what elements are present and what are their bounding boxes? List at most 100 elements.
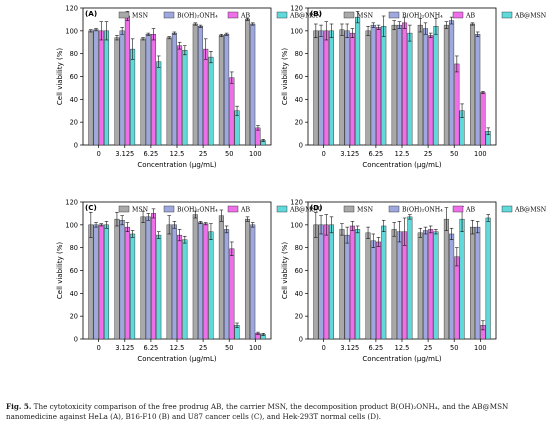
y-tick-label: 60 — [70, 73, 78, 81]
x-tick-label: 12.5 — [395, 150, 410, 158]
bar — [150, 213, 157, 340]
bar — [475, 226, 481, 340]
x-tick-label: 100 — [474, 150, 487, 158]
bar — [375, 241, 382, 340]
y-tick-label: 80 — [295, 244, 303, 252]
bar — [182, 239, 188, 340]
bar — [119, 30, 125, 146]
y-tick-label: 40 — [70, 290, 78, 298]
legend-label: MSN — [132, 13, 149, 20]
legend-swatch — [501, 11, 513, 19]
x-tick-label: 50 — [225, 150, 233, 158]
bar — [103, 30, 110, 146]
x-tick-label: 50 — [225, 344, 233, 352]
bar — [381, 26, 387, 146]
plot-frame — [307, 7, 497, 146]
caption-text: The cytotoxicity comparison of the free … — [6, 402, 509, 421]
legend-swatch — [452, 11, 464, 19]
bar — [370, 240, 376, 340]
bar — [422, 230, 429, 340]
legend-swatch — [163, 205, 175, 213]
bar — [98, 224, 104, 340]
bar — [130, 48, 136, 146]
bar — [428, 229, 434, 340]
x-axis-label: Concentration (μg/mL) — [137, 355, 216, 363]
chart-panel-c: 0 20 40 60 80 100 120 0 3.125 6.25 12.5 25 50 100 Conc… — [56, 199, 322, 364]
bar — [182, 50, 188, 146]
x-tick-label: 50 — [450, 344, 458, 352]
plot-frame — [82, 7, 272, 146]
x-tick-label: 6.25 — [369, 150, 384, 158]
legend-label: MSN — [357, 207, 374, 214]
legend-label: AB@MSN — [514, 207, 547, 214]
legend-swatch — [388, 205, 400, 213]
x-tick-label: 12.5 — [395, 344, 410, 352]
panel-label: (B) — [310, 9, 322, 18]
y-tick-label: 0 — [299, 336, 303, 344]
x-tick-label: 3.125 — [340, 344, 359, 352]
bar — [166, 224, 172, 340]
bar — [475, 34, 481, 146]
bar — [355, 16, 361, 146]
legend-swatch — [343, 205, 355, 213]
bar — [339, 29, 345, 146]
bar — [171, 32, 177, 146]
y-tick-label: 100 — [290, 221, 303, 229]
x-tick-label: 6.25 — [369, 344, 384, 352]
x-tick-label: 0 — [322, 344, 326, 352]
bar — [156, 234, 162, 340]
bar — [402, 22, 408, 146]
bar — [323, 224, 329, 340]
y-tick-label: 60 — [295, 73, 303, 81]
caption-label: Fig. 5. — [6, 402, 32, 411]
bar — [449, 20, 455, 146]
bar — [224, 34, 230, 146]
x-tick-label: 0 — [97, 150, 101, 158]
panel-label: (A) — [85, 9, 97, 18]
bar — [140, 38, 146, 146]
y-tick-label: 20 — [295, 119, 303, 127]
bar — [328, 224, 335, 340]
bar — [370, 24, 376, 146]
bar — [229, 248, 235, 340]
legend-label: MSN — [132, 207, 149, 214]
legend-swatch — [118, 205, 130, 213]
bar — [145, 34, 151, 146]
legend-swatch — [163, 11, 175, 19]
y-tick-label: 100 — [290, 27, 303, 35]
bar — [124, 226, 130, 340]
legend-label: AB — [465, 207, 475, 214]
bar — [417, 232, 423, 340]
x-tick-label: 25 — [424, 150, 432, 158]
bar — [234, 110, 240, 146]
legend-swatch — [227, 205, 239, 213]
bar — [417, 24, 423, 146]
bar — [318, 224, 324, 340]
y-tick-label: 40 — [70, 96, 78, 104]
bar — [171, 224, 177, 340]
y-tick-label: 20 — [295, 313, 303, 321]
y-axis-label: Cell viability (%) — [56, 48, 64, 105]
y-axis-label: Cell viability (%) — [56, 242, 64, 299]
bar — [349, 225, 355, 340]
bar — [375, 27, 382, 146]
y-tick-label: 80 — [70, 50, 78, 58]
legend-label: AB — [240, 207, 250, 214]
bar — [402, 231, 408, 340]
bar — [150, 34, 157, 146]
bar — [381, 225, 387, 340]
bar — [192, 214, 198, 340]
y-tick-label: 120 — [65, 5, 78, 13]
x-axis-label: Concentration (μg/mL) — [362, 355, 441, 363]
bar — [229, 77, 235, 146]
legend-label: B(OH)₂ONH₄ — [177, 13, 218, 20]
x-tick-label: 100 — [249, 150, 262, 158]
bar — [145, 216, 151, 340]
y-tick-label: 20 — [70, 313, 78, 321]
bar — [208, 231, 214, 340]
bar — [156, 61, 162, 146]
legend-swatch — [343, 11, 355, 19]
legend-label: B(OH)₂ONH₄ — [402, 13, 443, 20]
bar — [203, 48, 209, 146]
legend-label: AB@MSN — [289, 13, 322, 20]
